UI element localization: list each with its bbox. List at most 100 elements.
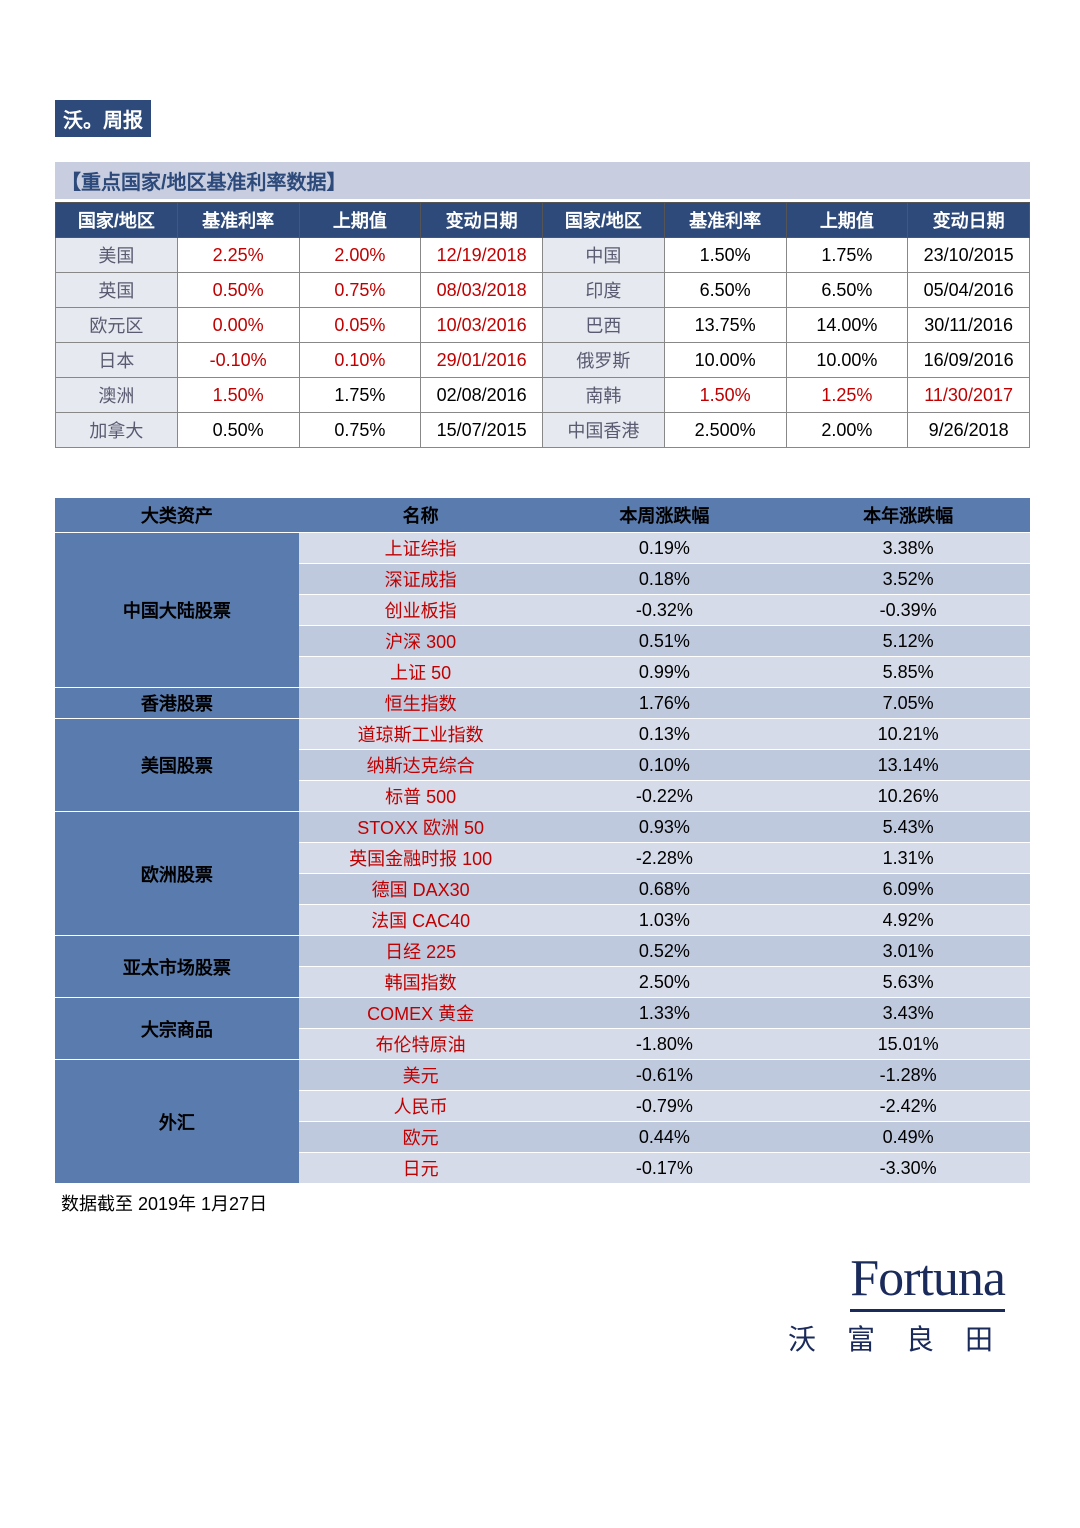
asset-week-cell: 0.52% [543, 936, 787, 967]
asset-category-cell: 大宗商品 [55, 998, 299, 1060]
asset-year-cell: 3.38% [786, 533, 1030, 564]
asset-name-cell: 英国金融时报 100 [299, 843, 543, 874]
asset-year-cell: 5.12% [786, 626, 1030, 657]
asset-year-cell: -2.42% [786, 1091, 1030, 1122]
asset-name-cell: 美元 [299, 1060, 543, 1091]
rates-cell: 13.75% [664, 308, 786, 343]
asset-name-cell: 纳斯达克综合 [299, 750, 543, 781]
rates-cell: 23/10/2015 [908, 238, 1030, 273]
rates-cell: 中国香港 [543, 413, 665, 448]
asset-week-cell: -0.61% [543, 1060, 787, 1091]
asset-year-cell: 3.52% [786, 564, 1030, 595]
rates-header-cell: 变动日期 [421, 203, 543, 238]
asset-name-cell: 恒生指数 [299, 688, 543, 719]
rates-cell: 1.25% [786, 378, 908, 413]
asset-name-cell: COMEX 黄金 [299, 998, 543, 1029]
asset-year-cell: 3.43% [786, 998, 1030, 1029]
asset-week-cell: 1.03% [543, 905, 787, 936]
rates-cell: 1.50% [664, 378, 786, 413]
rates-cell: 0.50% [177, 413, 299, 448]
rates-cell: 6.50% [786, 273, 908, 308]
asset-category-cell: 外汇 [55, 1060, 299, 1184]
asset-year-cell: 15.01% [786, 1029, 1030, 1060]
rates-cell: 14.00% [786, 308, 908, 343]
rates-cell: 0.50% [177, 273, 299, 308]
rates-cell: 0.75% [299, 273, 421, 308]
asset-year-cell: 13.14% [786, 750, 1030, 781]
asset-name-cell: STOXX 欧洲 50 [299, 812, 543, 843]
asset-year-cell: 10.26% [786, 781, 1030, 812]
rates-cell: 08/03/2018 [421, 273, 543, 308]
asset-name-cell: 沪深 300 [299, 626, 543, 657]
rates-cell: 欧元区 [56, 308, 178, 343]
asset-week-cell: 0.93% [543, 812, 787, 843]
rates-header-cell: 上期值 [786, 203, 908, 238]
asset-week-cell: 0.18% [543, 564, 787, 595]
asset-name-cell: 上证综指 [299, 533, 543, 564]
asset-week-cell: 2.50% [543, 967, 787, 998]
asset-year-cell: 5.43% [786, 812, 1030, 843]
asset-week-cell: -0.32% [543, 595, 787, 626]
logo-main-text: Fortuna [850, 1253, 1005, 1312]
asset-week-cell: 0.51% [543, 626, 787, 657]
asset-year-cell: 3.01% [786, 936, 1030, 967]
rates-cell: 10.00% [786, 343, 908, 378]
rates-cell: 0.05% [299, 308, 421, 343]
asset-category-cell: 欧洲股票 [55, 812, 299, 936]
data-footnote: 数据截至 2019年 1月27日 [61, 1190, 1030, 1216]
asset-name-cell: 日经 225 [299, 936, 543, 967]
rates-cell: 加拿大 [56, 413, 178, 448]
asset-name-cell: 韩国指数 [299, 967, 543, 998]
rates-cell: 15/07/2015 [421, 413, 543, 448]
asset-year-cell: 10.21% [786, 719, 1030, 750]
rates-cell: 美国 [56, 238, 178, 273]
asset-name-cell: 日元 [299, 1153, 543, 1184]
asset-name-cell: 人民币 [299, 1091, 543, 1122]
asset-header-cell: 本年涨跌幅 [786, 498, 1030, 533]
asset-week-cell: -0.22% [543, 781, 787, 812]
rates-cell: 1.75% [299, 378, 421, 413]
asset-table: 大类资产名称本周涨跌幅本年涨跌幅 中国大陆股票上证综指0.19%3.38%深证成… [55, 498, 1030, 1184]
asset-year-cell: 4.92% [786, 905, 1030, 936]
rates-cell: 10/03/2016 [421, 308, 543, 343]
asset-year-cell: 6.09% [786, 874, 1030, 905]
rates-cell: 30/11/2016 [908, 308, 1030, 343]
rates-header-cell: 变动日期 [908, 203, 1030, 238]
asset-category-cell: 美国股票 [55, 719, 299, 812]
asset-category-cell: 亚太市场股票 [55, 936, 299, 998]
asset-header-cell: 名称 [299, 498, 543, 533]
rates-cell: 2.500% [664, 413, 786, 448]
asset-week-cell: 0.99% [543, 657, 787, 688]
asset-name-cell: 创业板指 [299, 595, 543, 626]
asset-year-cell: 0.49% [786, 1122, 1030, 1153]
asset-week-cell: -1.80% [543, 1029, 787, 1060]
asset-week-cell: -2.28% [543, 843, 787, 874]
report-title: 沃。周报 [55, 100, 151, 137]
rates-cell: 02/08/2016 [421, 378, 543, 413]
logo: Fortuna 沃 富 良 田 [788, 1253, 1005, 1358]
asset-name-cell: 欧元 [299, 1122, 543, 1153]
asset-year-cell: -1.28% [786, 1060, 1030, 1091]
rates-cell: 12/19/2018 [421, 238, 543, 273]
rates-section-header: 【重点国家/地区基准利率数据】 [55, 162, 1030, 199]
rates-header-cell: 上期值 [299, 203, 421, 238]
asset-category-cell: 香港股票 [55, 688, 299, 719]
rates-cell: 16/09/2016 [908, 343, 1030, 378]
rates-cell: 印度 [543, 273, 665, 308]
rates-cell: 俄罗斯 [543, 343, 665, 378]
rates-cell: 2.00% [299, 238, 421, 273]
asset-header-cell: 大类资产 [55, 498, 299, 533]
rates-cell: 2.00% [786, 413, 908, 448]
asset-week-cell: 0.68% [543, 874, 787, 905]
rates-cell: 0.75% [299, 413, 421, 448]
asset-header-cell: 本周涨跌幅 [543, 498, 787, 533]
rates-cell: 9/26/2018 [908, 413, 1030, 448]
rates-cell: 英国 [56, 273, 178, 308]
asset-week-cell: -0.17% [543, 1153, 787, 1184]
asset-week-cell: 0.13% [543, 719, 787, 750]
rates-header-cell: 基准利率 [177, 203, 299, 238]
rates-cell: 29/01/2016 [421, 343, 543, 378]
rates-header-cell: 国家/地区 [543, 203, 665, 238]
asset-name-cell: 道琼斯工业指数 [299, 719, 543, 750]
rates-cell: 日本 [56, 343, 178, 378]
